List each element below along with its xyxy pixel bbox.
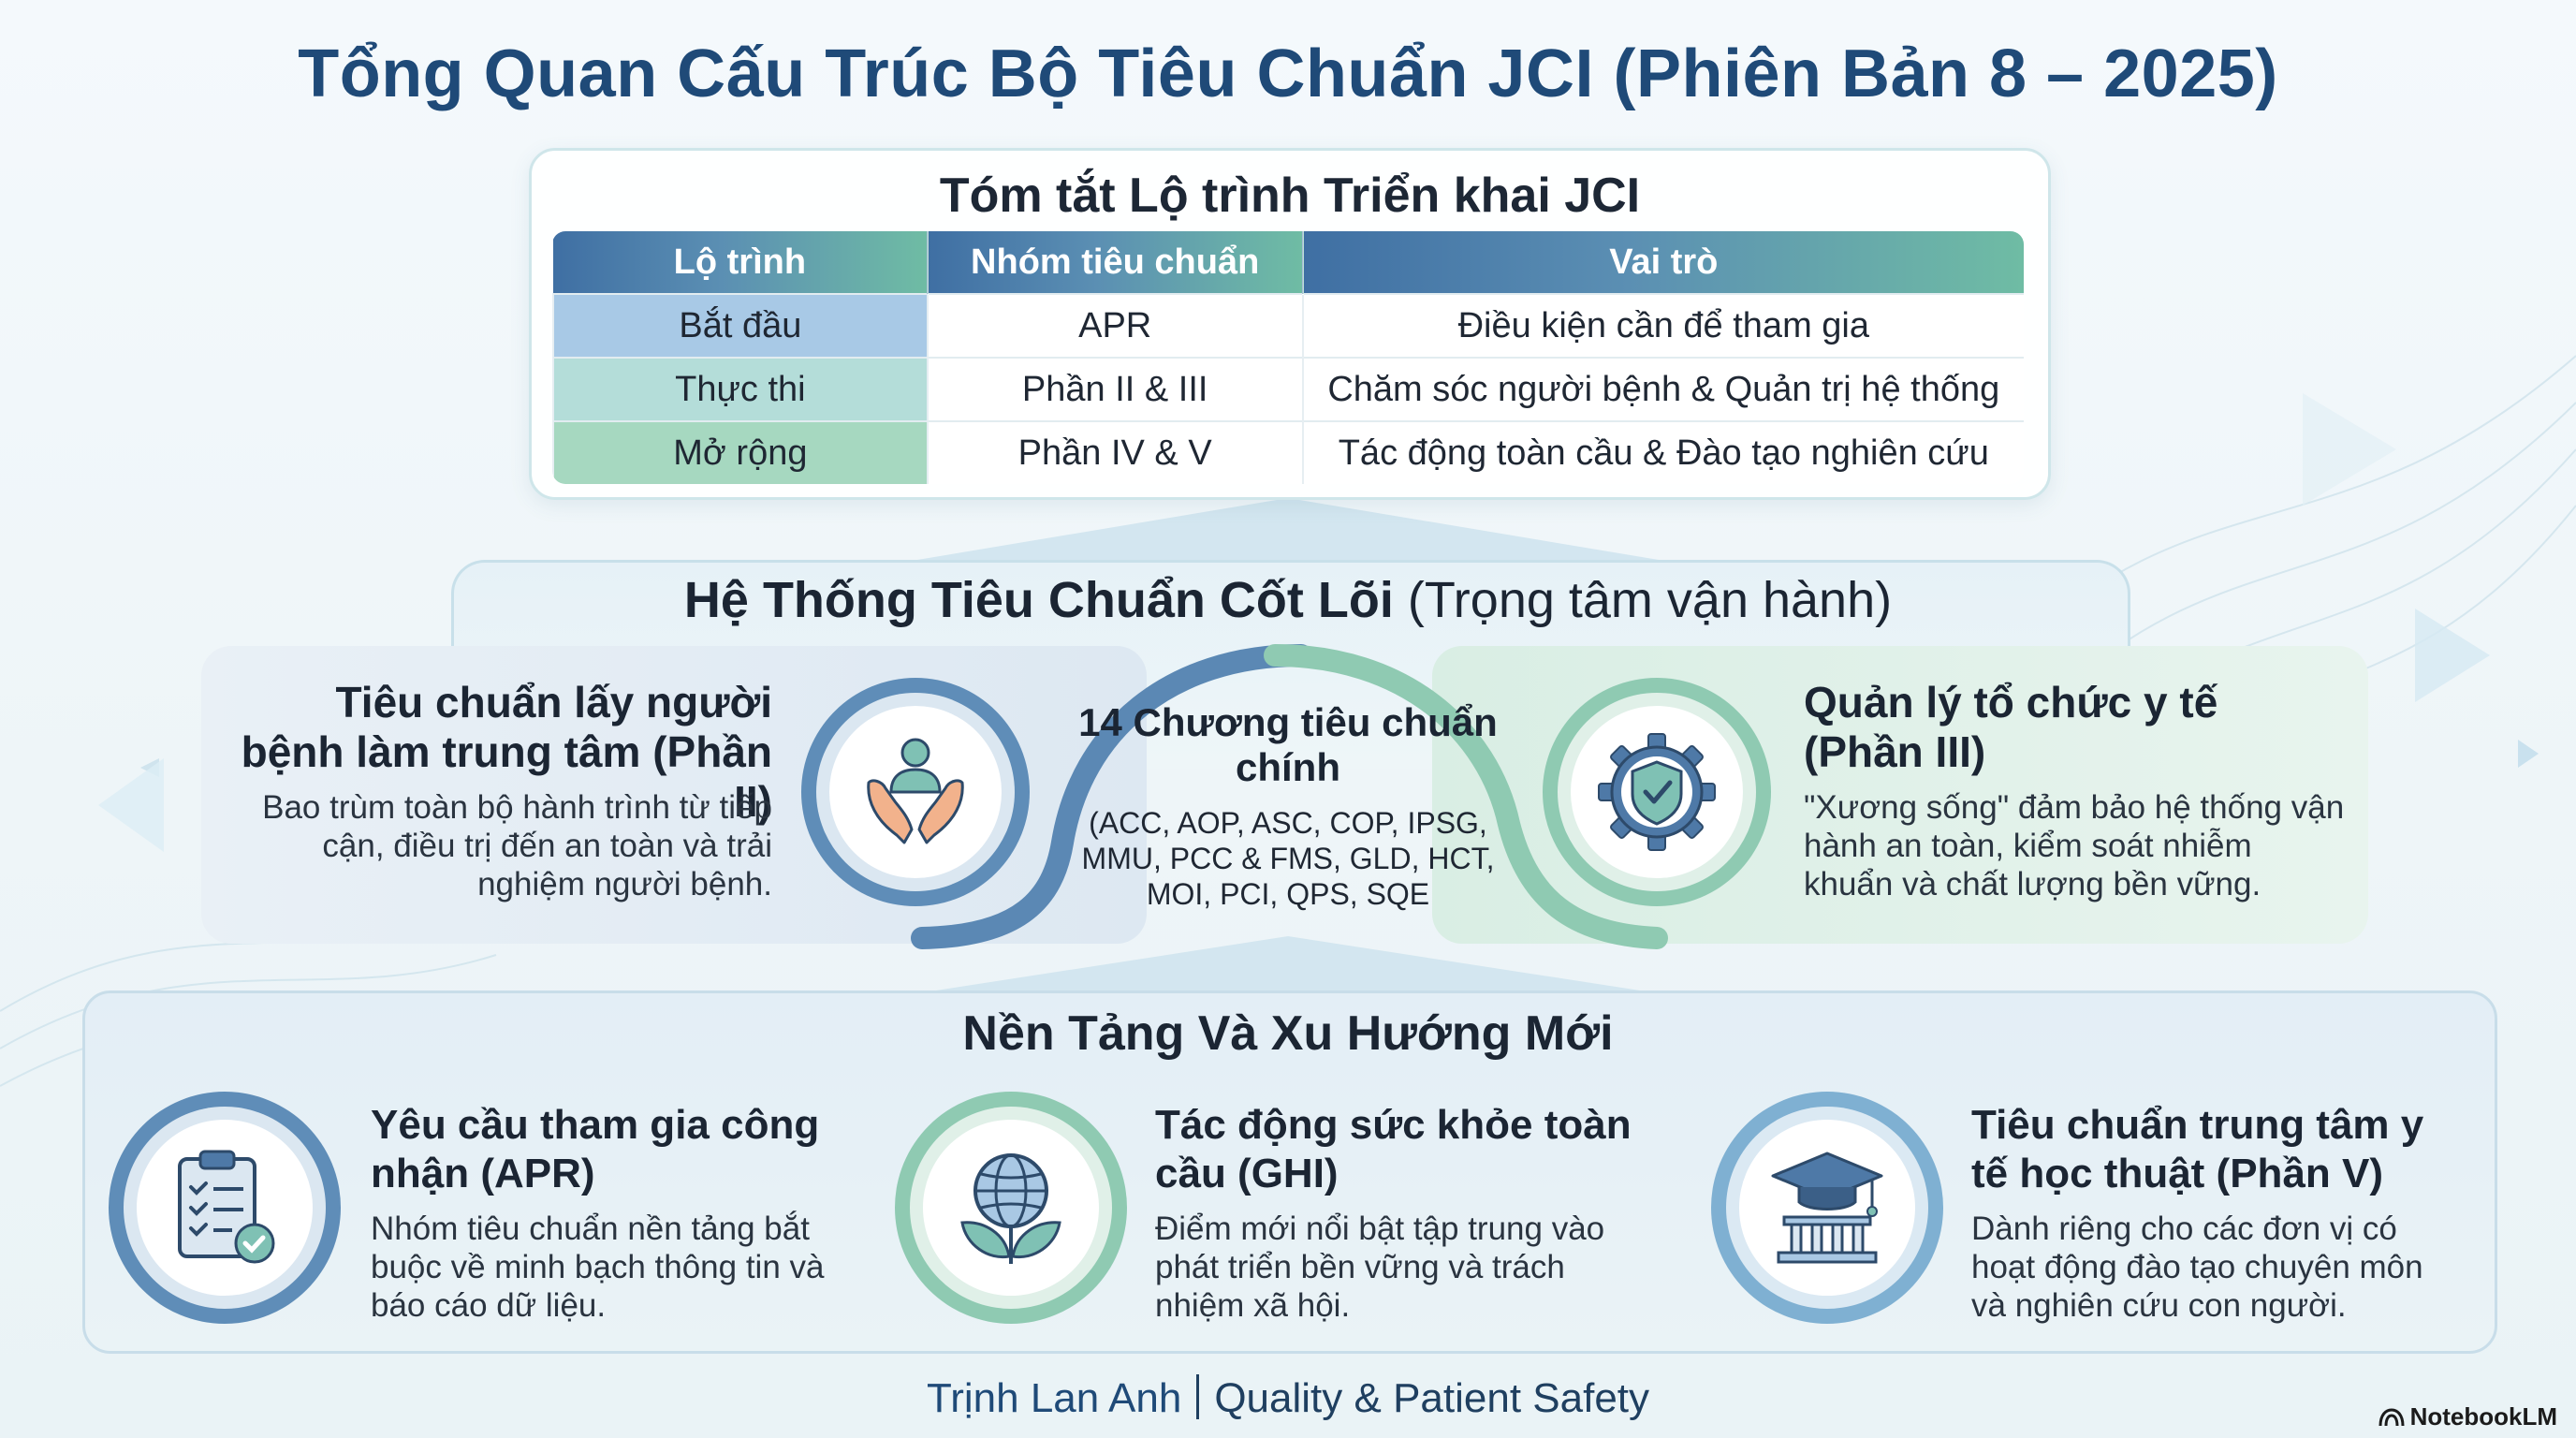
page-title: Tổng Quan Cấu Trúc Bộ Tiêu Chuẩn JCI (Ph… <box>298 37 2278 111</box>
table-row: Bắt đầu APR Điều kiện cần để tham gia <box>552 293 2024 358</box>
patient-centered-title: Tiêu chuẩn lấy người bệnh làm trung tâm … <box>241 678 772 826</box>
footer-role: Quality & Patient Safety <box>1214 1375 1650 1421</box>
graduation-cap-icon <box>1771 1152 1883 1264</box>
table-cell: Phần II & III <box>926 357 1303 421</box>
roadmap-title: Tóm tắt Lộ trình Triển khai JCI <box>939 169 1641 223</box>
patient-centered-desc: Bao trùm toàn bộ hành trình từ tiếp cận,… <box>262 789 772 902</box>
column-header: Nhóm tiêu chuẩn <box>926 231 1303 294</box>
roadmap-card: Tóm tắt Lộ trình Triển khai JCI Lộ trình… <box>529 148 2051 500</box>
footer: Trịnh Lan Anh Quality & Patient Safety <box>0 1374 2576 1422</box>
column-header: Lộ trình <box>553 231 928 294</box>
table-cell: Điều kiện cần để tham gia <box>1301 293 2024 358</box>
table-cell: Bắt đầu <box>552 293 928 358</box>
clipboard-check-icon <box>178 1150 275 1264</box>
table-cell: Phần IV & V <box>926 420 1303 484</box>
foundation-title: Nền Tảng Và Xu Hướng Mới <box>962 1006 1614 1061</box>
core-title-bold: Hệ Thống Tiêu Chuẩn Cốt Lõi <box>683 572 1394 628</box>
table-cell: Mở rộng <box>552 420 928 484</box>
table-cell: Chăm sóc người bệnh & Quản trị hệ thống <box>1301 357 2024 421</box>
table-row: Mở rộng Phần IV & V Tác động toàn cầu & … <box>552 420 2024 484</box>
column-header: Vai trò <box>1301 231 2024 294</box>
notebooklm-logo-icon <box>2378 1408 2405 1427</box>
organization-title: Quản lý tổ chức y tế (Phần III) <box>1804 678 2218 776</box>
foundation-card <box>82 990 2497 1354</box>
academic-title: Tiêu chuẩn trung tâm y tế học thuật (Phầ… <box>1971 1102 2424 1196</box>
chapters-title: 14 Chương tiêu chuẩn chính <box>1078 700 1498 789</box>
footer-divider <box>1196 1374 1200 1419</box>
table-cell: Thực thi <box>552 357 928 421</box>
organization-desc: "Xương sống" đảm bảo hệ thống vận hành a… <box>1804 789 2345 902</box>
table-row: Thực thi Phần II & III Chăm sóc người bệ… <box>552 357 2024 421</box>
ghi-title: Tác động sức khỏe toàn cầu (GHI) <box>1155 1102 1632 1196</box>
academic-desc: Dành riêng cho các đơn vị có hoạt động đ… <box>1971 1211 2423 1324</box>
apr-title: Yêu cầu tham gia công nhận (APR) <box>371 1102 820 1196</box>
table-cell: APR <box>926 293 1303 358</box>
gear-shield-icon <box>1598 733 1716 851</box>
table-header-row: Lộ trình Nhóm tiêu chuẩn Vai trò <box>553 231 2024 294</box>
table-cell: Tác động toàn cầu & Đào tạo nghiên cứu <box>1301 420 2024 484</box>
ghi-desc: Điểm mới nổi bật tập trung vào phát triể… <box>1155 1211 1605 1324</box>
caring-hands-icon <box>867 738 964 844</box>
brand-watermark: NotebookLM <box>2378 1402 2557 1431</box>
footer-author: Trịnh Lan Anh <box>926 1375 1182 1421</box>
roadmap-table: Lộ trình Nhóm tiêu chuẩn Vai trò Bắt đầu… <box>552 231 2024 484</box>
chapters-desc: (ACC, AOP, ASC, COP, IPSG, MMU, PCC & FM… <box>1081 806 1495 911</box>
globe-leaves-icon <box>960 1153 1061 1264</box>
core-section-title: Hệ Thống Tiêu Chuẩn Cốt Lõi (Trọng tâm v… <box>0 571 2576 629</box>
brand-name: NotebookLM <box>2409 1402 2557 1431</box>
apr-desc: Nhóm tiêu chuẩn nền tảng bắt buộc về min… <box>371 1211 825 1324</box>
core-title-normal: (Trọng tâm vận hành) <box>1393 572 1893 628</box>
